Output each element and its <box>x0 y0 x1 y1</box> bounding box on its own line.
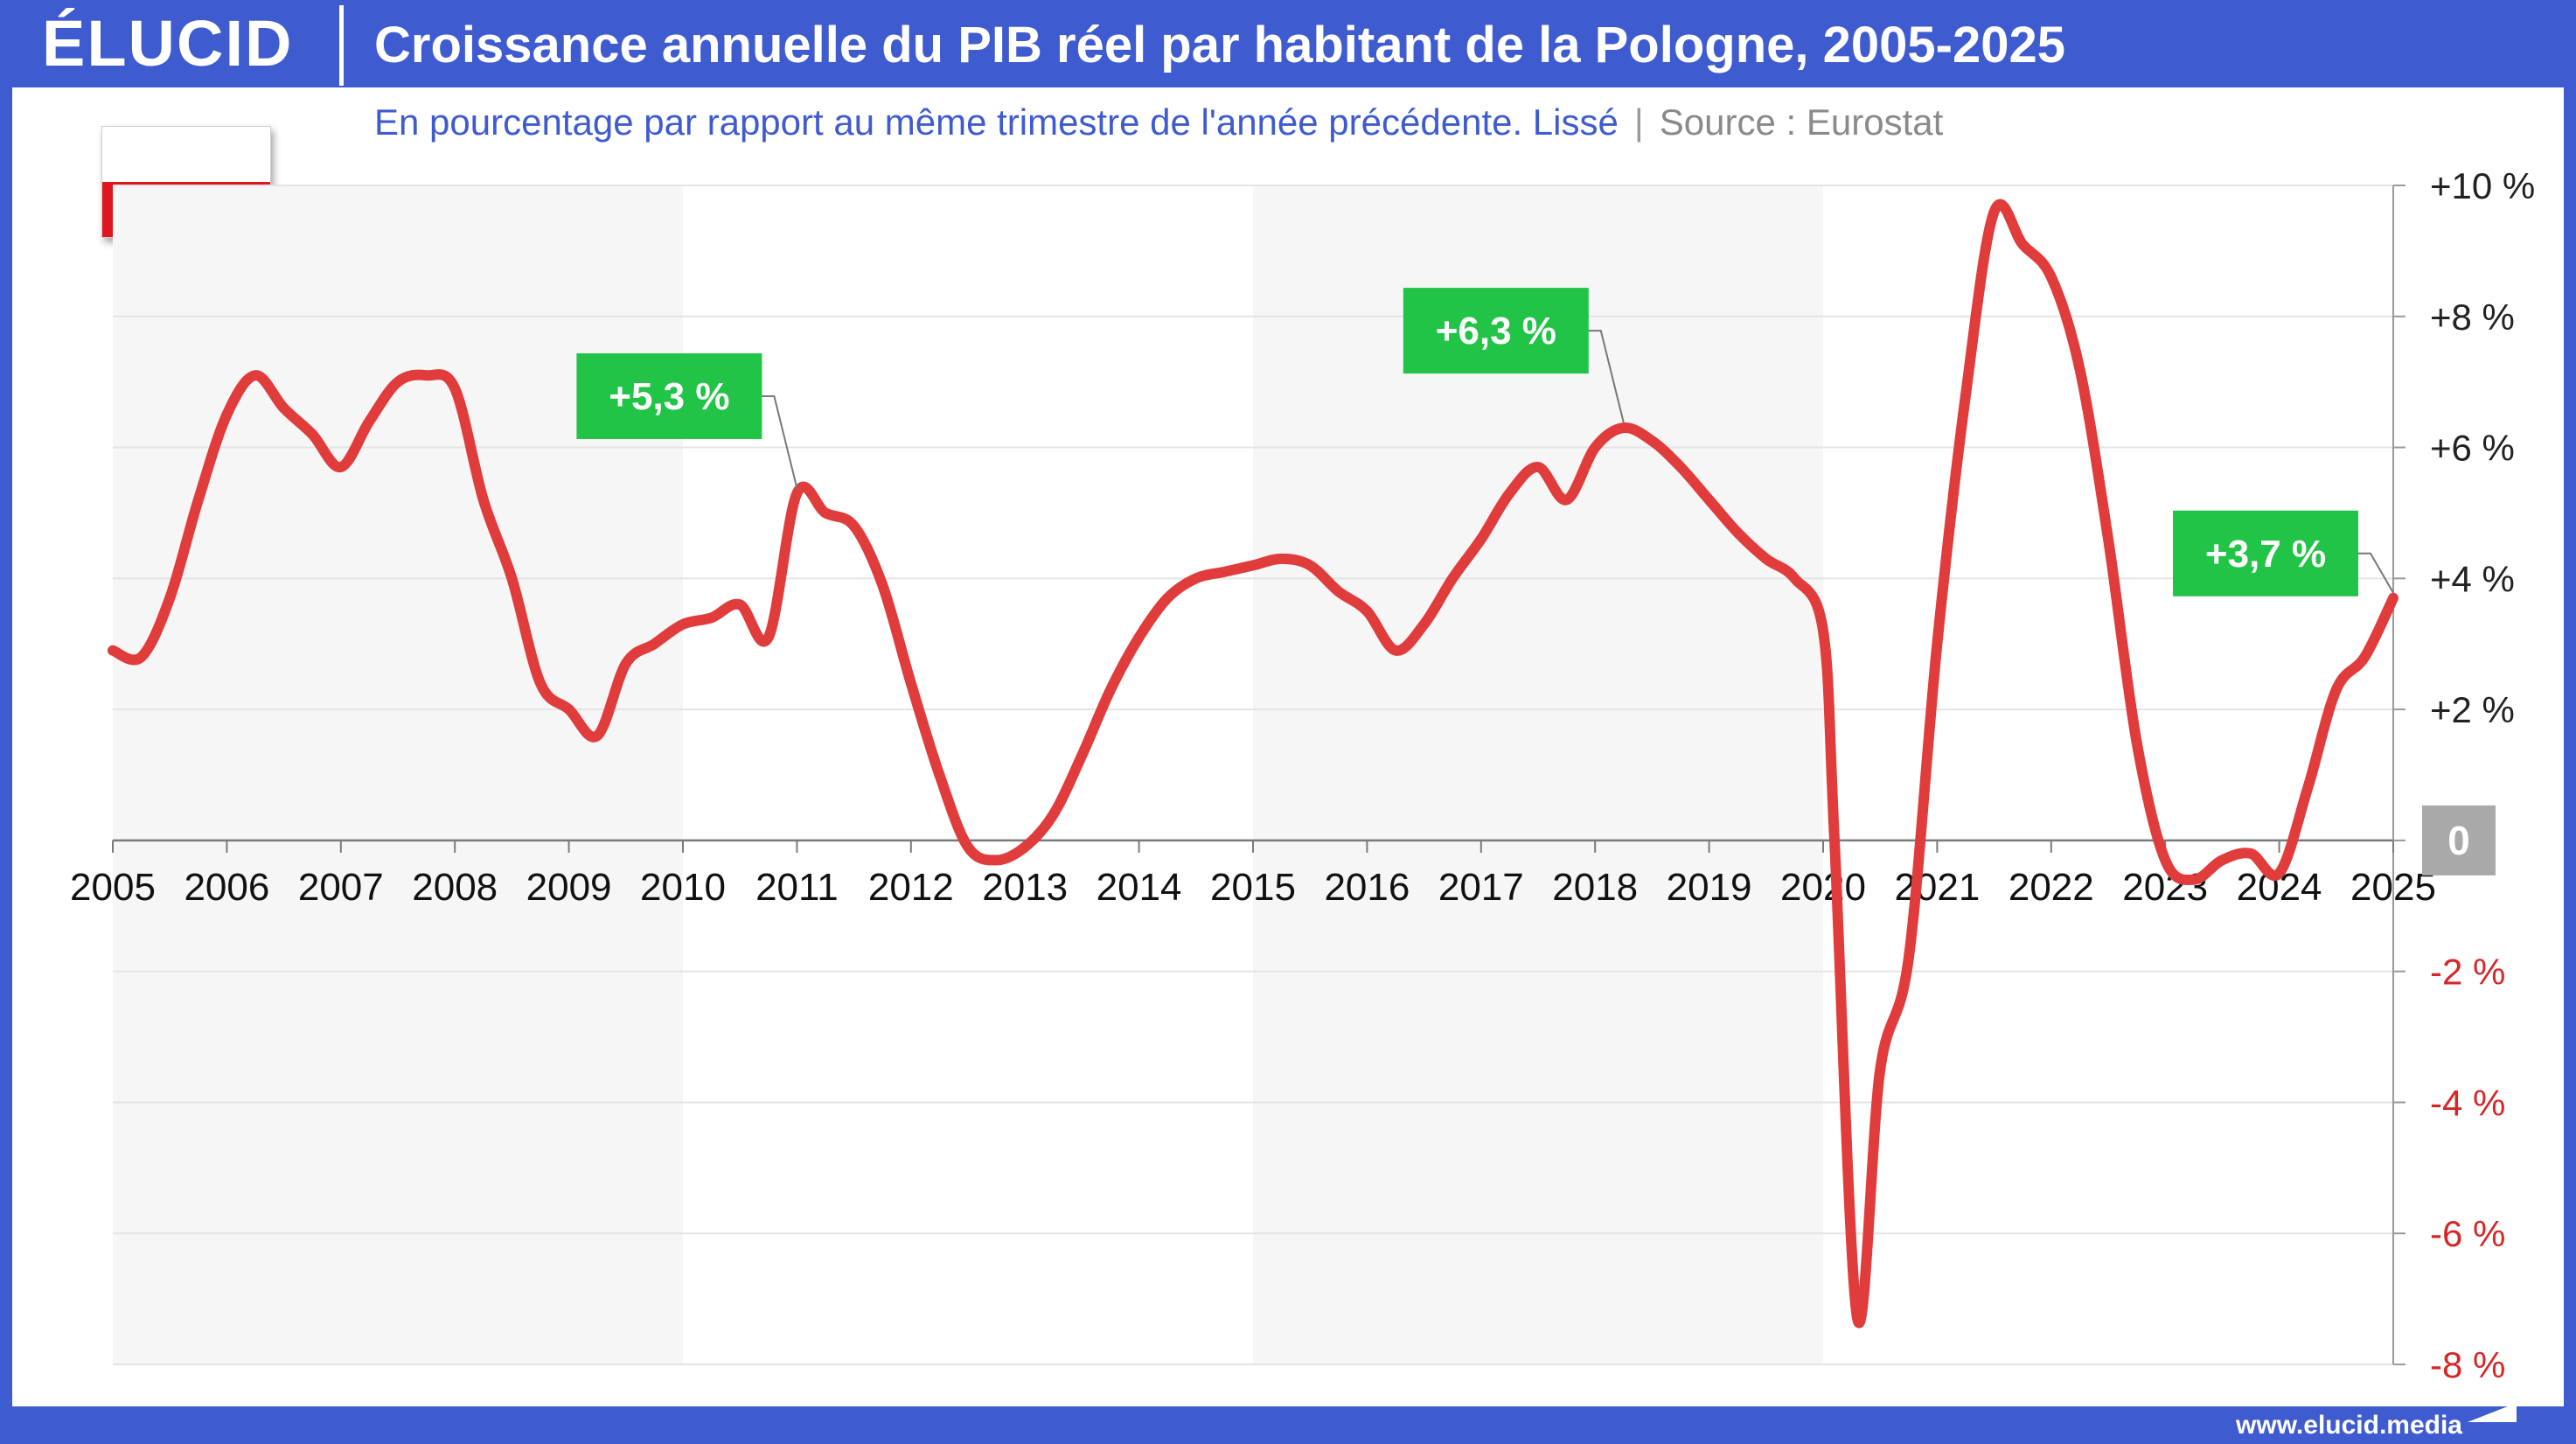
x-tick-label: 2016 <box>1324 866 1410 909</box>
header-bar: ÉLUCID Croissance annuelle du PIB réel p… <box>0 0 2576 87</box>
x-tick-label: 2013 <box>982 866 1068 909</box>
x-tick-label: 2025 <box>2350 866 2436 909</box>
zero-badge <box>2422 805 2496 875</box>
x-tick-label: 2015 <box>1210 866 1296 909</box>
annotation-box <box>1403 288 1589 374</box>
annotations: +5,3 % +6,3 % +3,7 % <box>576 288 2394 596</box>
x-tick-label: 2005 <box>70 866 156 909</box>
annotation-label: +5,3 % <box>609 375 729 418</box>
x-tick-label: 2023 <box>2122 866 2208 909</box>
chart-subtitle: En pourcentage par rapport au même trime… <box>374 96 1943 149</box>
subtitle-separator: | <box>1633 101 1644 143</box>
x-tick-label: 2009 <box>526 866 612 909</box>
x-tick-label: 2020 <box>1780 866 1866 909</box>
annotation-label: +3,7 % <box>2205 533 2326 576</box>
x-tick-label: 2019 <box>1667 866 1752 909</box>
y-tick-label: 0 <box>2447 818 2470 863</box>
elucid-logo: ÉLUCID <box>42 7 294 80</box>
annotation-leader <box>1588 330 1625 423</box>
y-tick-label: +10 % <box>2430 165 2535 206</box>
y-tick-label: +4 % <box>2430 558 2515 599</box>
y-tick-label: -4 % <box>2430 1082 2505 1123</box>
x-tick-label: 2018 <box>1552 866 1638 909</box>
annotation-box <box>576 352 762 439</box>
y-tick-label: +8 % <box>2430 296 2515 338</box>
series-line-pib <box>108 199 2398 1329</box>
x-tick-label: 2008 <box>412 866 498 909</box>
footer-url[interactable]: www.elucid.media <box>2236 1411 2462 1440</box>
axes <box>112 185 2405 1365</box>
chart-title: Croissance annuelle du PIB réel par habi… <box>374 17 2065 73</box>
annotation-label: +6,3 % <box>1436 310 1556 352</box>
annotation-box <box>2173 510 2358 596</box>
x-tick-label: 2006 <box>184 866 269 909</box>
x-tick-label: 2007 <box>298 866 384 909</box>
y-tick-label: +2 % <box>2430 689 2515 730</box>
x-tick-label: 2014 <box>1097 866 1182 909</box>
annotation-leader <box>2358 552 2394 594</box>
subtitle-text: En pourcentage par rapport au même trime… <box>374 101 1619 143</box>
source-label: Source : Eurostat <box>1659 101 1944 143</box>
x-tick-label: 2021 <box>1894 866 1980 909</box>
x-tick-label: 2010 <box>640 866 726 909</box>
x-tick-labels: 2005 2006 2007 2008 2009 2010 2011 2012 2013 2014… <box>70 866 2436 909</box>
y-tick-label: -8 % <box>2430 1344 2505 1385</box>
x-tick-label: 2022 <box>2009 866 2094 909</box>
y-tick-label: +6 % <box>2430 428 2515 469</box>
y-tick-labels: +10 % +8 % +6 % +4 % +2 % 0 -2 % -4 % -6 % -8 % <box>2422 165 2535 1385</box>
y-tick-label: -2 % <box>2430 952 2505 993</box>
y-tick-label: -6 % <box>2430 1213 2505 1254</box>
x-tick-label: 2012 <box>868 866 954 909</box>
annotation-leader <box>762 394 798 489</box>
shaded-band-1 <box>1253 185 1823 1364</box>
x-tick-label: 2011 <box>755 866 839 909</box>
elucid-mark-icon <box>2468 1403 2517 1422</box>
header-divider <box>339 5 344 86</box>
x-tick-label: 2017 <box>1438 866 1524 909</box>
series-layer <box>108 199 2398 1329</box>
